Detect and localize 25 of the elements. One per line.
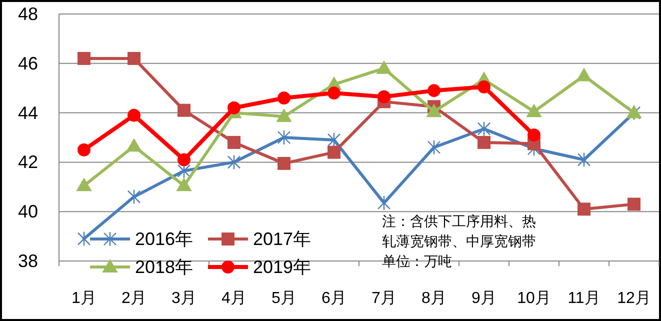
legend-label: 2016年 [135,229,194,249]
legend-label: 2019年 [253,257,312,277]
x-tick-label: 10月 [517,290,551,307]
x-tick-label: 5月 [272,290,296,307]
y-tick-label: 38 [18,251,38,271]
x-tick-label: 9月 [472,290,496,307]
x-tick-label: 6月 [322,290,346,307]
legend-label: 2017年 [253,229,312,249]
annotation: 单位：万吨 [382,253,452,269]
annotation: 注：含供下工序用料、热 [382,213,536,229]
legend-label: 2018年 [135,257,194,277]
x-tick-label: 11月 [568,290,600,307]
x-tick-label: 2月 [122,290,146,307]
y-tick-label: 40 [18,202,38,222]
x-tick-label: 1月 [72,290,96,307]
annotation: 轧薄宽钢带、中厚宽钢带 [382,233,536,249]
x-tick-label: 7月 [372,290,396,307]
y-tick-label: 46 [18,53,38,74]
x-tick-label: 12月 [617,290,651,307]
y-tick-label: 48 [18,4,38,24]
y-tick-label: 42 [18,152,38,172]
x-tick-label: 3月 [172,290,196,307]
x-tick-label: 8月 [422,290,446,307]
x-tick-label: 4月 [222,290,246,307]
y-tick-label: 44 [18,102,38,123]
